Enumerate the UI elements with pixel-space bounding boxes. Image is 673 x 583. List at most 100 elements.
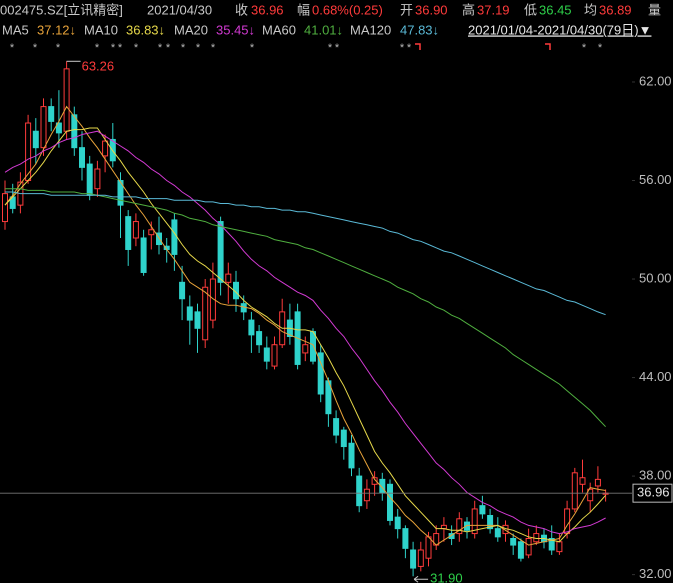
candle-body — [202, 286, 209, 341]
candle-body — [217, 221, 224, 283]
candle-body — [225, 273, 232, 283]
legend-name: MA5 — [2, 22, 29, 37]
candle-body — [263, 347, 270, 362]
legend-value: 37.12↓ — [37, 22, 76, 37]
candle-body — [2, 193, 8, 223]
change-value: 0.68%(0.25) — [312, 2, 383, 17]
open-value: 36.90 — [415, 2, 448, 17]
legend-name: MA120 — [350, 22, 391, 37]
y-tick-label: 32.00 — [639, 566, 672, 581]
candle-body — [487, 515, 494, 530]
date-range[interactable]: 2021/01/04-2021/04/30(79日)▼ — [468, 22, 651, 37]
candle-body — [556, 541, 563, 553]
candle-body — [579, 477, 586, 485]
candle-body — [402, 528, 409, 549]
event-star: * — [598, 42, 603, 54]
y-tick-label: 44.00 — [639, 369, 672, 384]
legend-name: MA10 — [84, 22, 118, 37]
event-star: * — [250, 42, 255, 54]
event-star: * — [211, 42, 216, 54]
candle-body — [248, 319, 255, 336]
candle-body — [456, 518, 463, 535]
candle-body — [594, 478, 601, 487]
ma-line — [4, 130, 606, 535]
candle-body — [55, 122, 62, 134]
legend-value: 47.83↓ — [400, 22, 439, 37]
event-star: * — [56, 42, 61, 54]
event-flag — [415, 43, 421, 50]
candle-body — [194, 311, 201, 329]
event-star: * — [118, 42, 123, 54]
candle-body — [356, 475, 363, 507]
candle-body — [363, 488, 370, 502]
stock-code: 002475.SZ[立讯精密] — [0, 2, 123, 17]
candle-body — [302, 344, 309, 354]
event-star: * — [166, 42, 171, 54]
low-label: 低 — [524, 2, 537, 17]
candle-body — [394, 516, 401, 530]
candle-body — [587, 488, 594, 502]
event-star: * — [196, 42, 201, 54]
candle-body — [340, 429, 347, 448]
candle-body — [548, 537, 555, 551]
ma-line — [4, 105, 606, 546]
low-value: 36.45 — [539, 2, 572, 17]
event-star: * — [134, 42, 139, 54]
candle-body — [132, 221, 139, 239]
candle-body — [494, 528, 501, 538]
candle-body — [371, 477, 378, 485]
event-star: * — [407, 42, 412, 54]
candle-body — [186, 306, 193, 321]
candle-body — [140, 237, 147, 273]
legend-value: 41.01↓ — [304, 22, 343, 37]
candle-body — [94, 168, 101, 190]
candle-body — [32, 130, 39, 149]
event-star: * — [181, 42, 186, 54]
legend-name: MA60 — [262, 22, 296, 37]
candle-body — [410, 549, 417, 569]
y-tick-label: 56.00 — [639, 172, 672, 187]
candle-body — [71, 114, 78, 149]
candle-body — [379, 478, 386, 494]
event-star: * — [158, 42, 163, 54]
candle-body — [317, 352, 324, 395]
candle-body — [171, 219, 178, 255]
candle-body — [310, 331, 316, 362]
legend-value: 35.45↓ — [216, 22, 255, 37]
candle-body — [40, 106, 47, 149]
event-star: * — [400, 42, 405, 54]
candle-body — [425, 536, 432, 559]
avg-value: 36.89 — [599, 2, 632, 17]
candle-body — [333, 418, 340, 436]
y-tick-label: 50.00 — [639, 270, 672, 285]
event-star: * — [33, 42, 38, 54]
candle-body — [387, 483, 393, 521]
event-star: * — [582, 42, 587, 54]
candle-body — [417, 549, 424, 567]
event-star: * — [335, 42, 340, 54]
avg-label: 均 — [584, 2, 597, 17]
candle-body — [179, 281, 186, 300]
candle-body — [63, 68, 70, 132]
high-label: 高 — [462, 2, 475, 17]
ma-line — [4, 127, 606, 543]
close-value: 36.96 — [251, 2, 284, 17]
candle-body — [86, 163, 93, 196]
candle-body — [564, 508, 571, 535]
last-price-box — [632, 483, 673, 503]
candle-body — [525, 537, 532, 556]
event-star: * — [328, 42, 333, 54]
ma-line — [5, 188, 606, 428]
close-label: 收 — [235, 2, 248, 17]
high-value: 37.19 — [477, 2, 510, 17]
y-tick-label: 62.00 — [639, 73, 672, 88]
event-star: * — [10, 42, 15, 54]
last-price-label: 36.96 — [637, 485, 670, 500]
legend-name: MA20 — [174, 22, 208, 37]
candle-body — [479, 505, 486, 515]
open-label: 开 — [400, 2, 413, 17]
min-label: 31.90 — [430, 571, 463, 583]
candle-body — [517, 541, 524, 559]
